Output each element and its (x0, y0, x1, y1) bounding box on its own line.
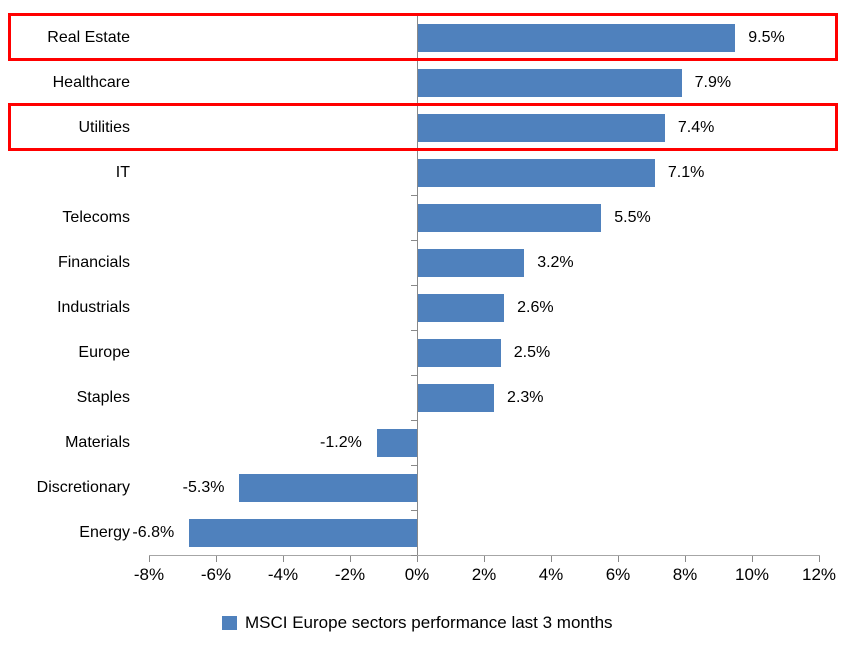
highlight-box (8, 103, 838, 151)
bar (189, 518, 417, 547)
x-axis-tick-label: 10% (734, 565, 770, 584)
x-axis-tick (417, 556, 418, 562)
category-label: Staples (76, 389, 130, 406)
category-label: Financials (57, 254, 130, 271)
x-axis-tick-label: 4% (538, 565, 564, 584)
category-label: Healthcare (52, 74, 130, 91)
data-label: -5.3% (182, 479, 225, 496)
category-axis-tick (411, 555, 417, 556)
x-axis-tick-label: 6% (605, 565, 631, 584)
category-label: Real Estate (47, 29, 130, 46)
data-label: 7.1% (667, 164, 705, 181)
x-axis-tick (819, 556, 820, 562)
x-axis-tick (149, 556, 150, 562)
category-axis-tick (411, 375, 417, 376)
x-axis-tick-label: -8% (133, 565, 165, 584)
data-label: 2.6% (517, 299, 554, 316)
x-axis-tick (752, 556, 753, 562)
data-label: 2.5% (513, 344, 551, 361)
data-label: 2.3% (507, 389, 544, 406)
category-label: Materials (65, 434, 130, 451)
data-label: -6.8% (132, 524, 175, 541)
category-axis-tick (411, 465, 417, 466)
bar (417, 113, 665, 142)
bar (417, 383, 495, 412)
bar (417, 68, 682, 97)
category-axis-tick (411, 330, 417, 331)
category-label: Industrials (57, 299, 130, 316)
bar (417, 158, 655, 187)
x-axis-tick-label: -6% (200, 565, 232, 584)
x-axis-tick (216, 556, 217, 562)
x-axis-tick-label: 2% (471, 565, 497, 584)
data-label: 3.2% (537, 254, 574, 271)
data-label: 5.5% (614, 209, 651, 226)
category-axis-tick (411, 420, 417, 421)
x-axis-tick (618, 556, 619, 562)
category-label: Europe (78, 344, 130, 361)
bar (417, 338, 501, 367)
x-axis-tick (551, 556, 552, 562)
category-label: IT (115, 164, 130, 181)
bar (417, 293, 505, 322)
category-label: Utilities (78, 119, 130, 136)
data-label: 7.4% (677, 119, 715, 136)
category-axis-tick (411, 240, 417, 241)
value-axis-line (149, 555, 820, 556)
category-axis-tick (411, 195, 417, 196)
x-axis-tick (350, 556, 351, 562)
category-axis-line (417, 15, 418, 555)
data-label: -1.2% (320, 434, 362, 451)
x-axis-tick-label: 8% (672, 565, 698, 584)
data-label: 7.9% (694, 74, 732, 91)
data-label: 9.5% (748, 29, 785, 46)
legend-marker-icon (222, 616, 237, 630)
x-axis-tick-label: -2% (334, 565, 366, 584)
x-axis-tick (685, 556, 686, 562)
x-axis-tick (484, 556, 485, 562)
bar (417, 23, 736, 52)
category-label: Energy (79, 524, 130, 541)
x-axis-tick-label: 0% (404, 565, 430, 584)
legend-label: MSCI Europe sectors performance last 3 m… (245, 613, 613, 632)
highlight-box (8, 13, 838, 61)
chart-legend: MSCI Europe sectors performance last 3 m… (222, 613, 613, 633)
x-axis-tick (283, 556, 284, 562)
x-axis-tick-label: 12% (801, 565, 837, 584)
bar (417, 203, 602, 232)
category-label: Discretionary (36, 479, 130, 496)
category-label: Telecoms (62, 209, 130, 226)
bar (239, 473, 417, 502)
category-axis-tick (411, 285, 417, 286)
category-axis-tick (411, 510, 417, 511)
bar (376, 428, 417, 457)
x-axis-tick-label: -4% (267, 565, 299, 584)
bar (417, 248, 525, 277)
